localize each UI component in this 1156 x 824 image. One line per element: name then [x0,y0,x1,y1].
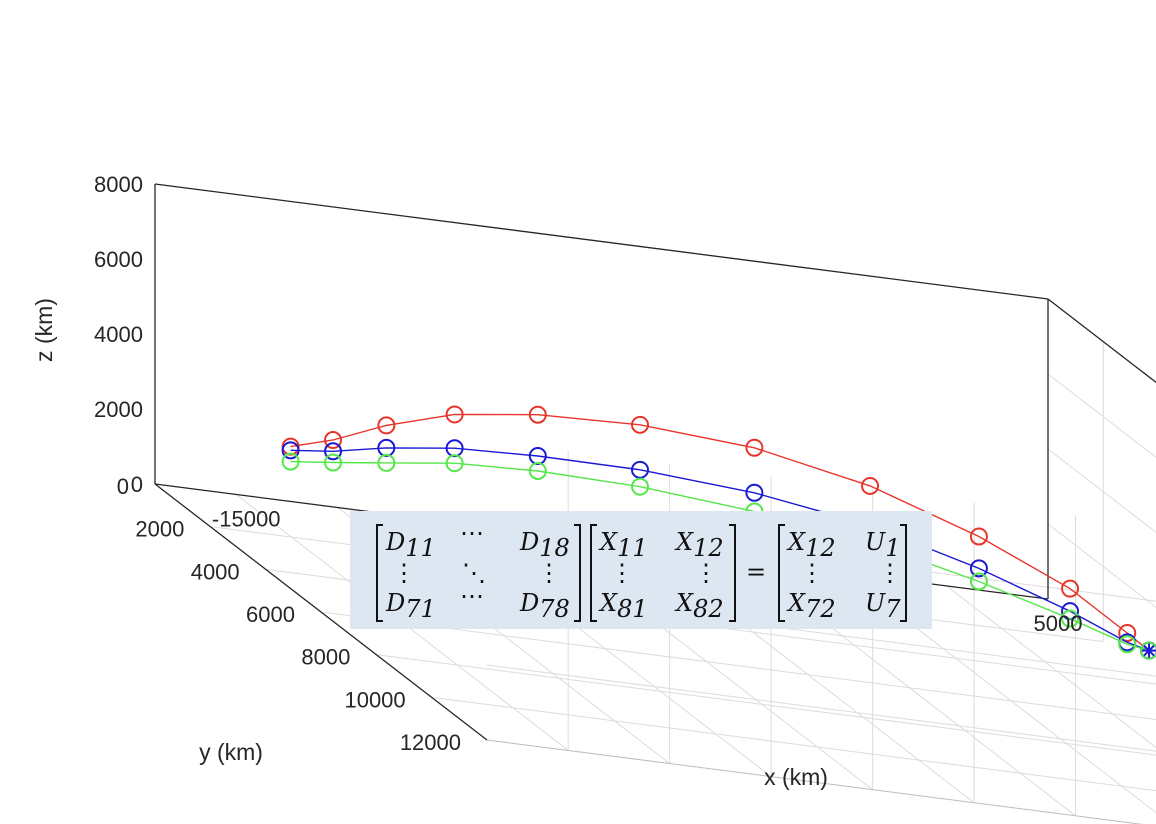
y-tick-label: 0 [117,474,129,499]
x-axis-label: x (km) [764,764,828,790]
bracket-right-result [900,524,907,622]
r-vdots-left: ⋮ [800,559,824,587]
series-line [290,413,1150,652]
d-vdots-left: ⋮ [392,559,416,587]
series-point [445,454,464,473]
series-point [745,438,764,457]
bracket-left-d [376,524,383,622]
box-back-bottom [486,739,1144,824]
series-point [1118,635,1137,654]
series-point [528,461,547,480]
series-point [1061,609,1080,628]
z-tick-label: 6000 [94,247,143,272]
grid-sidewall-z [1047,448,1156,533]
grid-sidewall-z [1047,373,1156,458]
y-axis-line [154,483,488,741]
r-x12: X12 [786,528,836,562]
x-vdots-left: ⋮ [610,559,634,587]
grid-floor-y [376,654,1156,756]
series-point [1061,579,1080,598]
z-tick-label: 0 [131,472,143,497]
bracket-left-result [778,524,785,622]
z-tick-label: 4000 [94,322,143,347]
x-vdots-right: ⋮ [694,559,718,587]
z-tick-label: 2000 [94,397,143,422]
star-stroke [1143,644,1155,657]
x-tick-label: -15000 [212,506,281,531]
series-point [377,453,396,472]
z-tick-label: 8000 [94,172,143,197]
r-vdots-right: ⋮ [878,559,902,587]
d-ddots: ⋱ [462,559,486,587]
grid-backwall-z [486,664,1156,752]
d-hdots-top: ⋯ [460,519,484,547]
d18: D18 [519,528,570,562]
x-tick-label: 5000 [1034,611,1083,636]
y-tick-label: 4000 [191,559,240,584]
series-point [861,476,880,495]
grid-floor-y [431,696,1156,792]
series-point [969,572,988,591]
series-point [377,416,396,435]
d-hdots-bottom: ⋯ [460,582,484,610]
grid-floor-y [320,611,1156,721]
y-axis-label: y (km) [199,739,263,765]
series-point [324,431,343,450]
series-point [631,477,650,496]
series-point [631,415,650,434]
series-point [324,442,343,461]
grid-sidewall-z [1047,523,1156,608]
star-marker [1142,643,1156,658]
y-tick-label: 2000 [135,517,184,542]
z-axis-label: z (km) [31,298,57,362]
series-point [281,452,300,471]
series-point [445,405,464,424]
box-top-right [1047,298,1156,384]
bracket-right-d [574,524,581,622]
series-point [528,405,547,424]
equation-background [350,511,932,629]
y-tick-label: 8000 [301,645,350,670]
box-top-front [154,183,1049,300]
series-point [1118,623,1137,642]
axes-box [154,183,1156,824]
series-point [969,559,988,578]
series-point [745,483,764,502]
series-point [281,441,300,460]
d-vdots-right: ⋮ [537,559,561,587]
series-layer [281,405,1156,660]
bracket-right-x [729,524,736,622]
series-point [324,453,343,472]
matrix-equation-annotation: D11 ⋯ D18 ⋮ ⋱ ⋮ D71 ⋯ D78 X11 X12 ⋮ ⋮ X8… [350,511,932,629]
bracket-left-x [590,524,597,622]
y-tick-label: 6000 [246,602,295,627]
y-tick-label: 12000 [400,730,461,755]
y-tick-label: 10000 [344,687,405,712]
series-point [969,527,988,546]
equals-sign: = [746,558,766,586]
series-point [1140,641,1156,660]
